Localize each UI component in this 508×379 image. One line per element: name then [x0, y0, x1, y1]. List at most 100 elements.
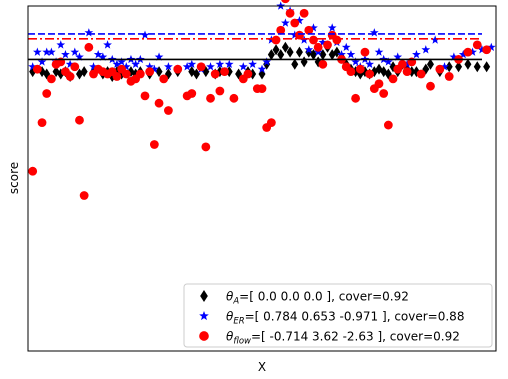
- series-2-point: [196, 62, 206, 72]
- series-2-point: [318, 59, 328, 69]
- series-1-point: [421, 45, 431, 54]
- series-1-point: [149, 64, 159, 73]
- series-0-point: [267, 49, 275, 61]
- series-1-point: [117, 57, 126, 66]
- series-1-point: [449, 52, 459, 61]
- series-2-point: [201, 142, 211, 152]
- series-1-point: [164, 62, 173, 71]
- series-1-point: [468, 47, 477, 56]
- series-0-point: [473, 61, 481, 73]
- series-1-point: [477, 45, 487, 54]
- series-1-point: [28, 62, 38, 71]
- series-2-point: [145, 67, 155, 76]
- series-2-point: [173, 64, 183, 74]
- series-1-point: [84, 28, 94, 37]
- series-0-point: [445, 61, 453, 73]
- series-2-point: [365, 69, 375, 79]
- legend-marker-1: [199, 310, 209, 321]
- series-1-point: [486, 42, 496, 52]
- series-0-point: [426, 58, 434, 70]
- series-1-point: [65, 59, 75, 69]
- series-2-point: [435, 64, 445, 74]
- series-1-point: [131, 59, 141, 69]
- series-2-point: [229, 93, 239, 103]
- series-1-point: [145, 62, 155, 71]
- legend-marker-0: [200, 289, 208, 303]
- series-2-point: [257, 84, 267, 94]
- series-1-point: [98, 52, 108, 61]
- series-2-point: [210, 69, 220, 79]
- series-1-point: [215, 59, 225, 69]
- series-2-point: [187, 89, 197, 98]
- x-axis-label: X: [258, 360, 266, 374]
- series-1-point: [402, 59, 412, 69]
- series-1-point: [374, 47, 384, 56]
- series-1-point: [37, 57, 47, 66]
- series-1-point: [309, 23, 318, 32]
- series-0-point: [272, 44, 280, 56]
- series-1-point: [346, 49, 356, 59]
- series-1-point: [61, 49, 70, 59]
- series-1-point: [412, 49, 421, 59]
- series-2-point: [70, 62, 80, 72]
- series-1-point: [89, 62, 98, 71]
- series-1-point: [42, 47, 52, 56]
- series-1-point: [187, 59, 197, 69]
- series-0-point: [455, 61, 463, 73]
- series-1-point: [262, 57, 272, 66]
- series-1-point: [313, 47, 323, 56]
- series-2-point: [47, 74, 56, 84]
- series-2-point: [84, 42, 94, 52]
- series-2-point: [112, 72, 122, 81]
- series-2-point: [416, 69, 426, 79]
- series-1-point: [103, 40, 112, 49]
- series-2-point: [75, 115, 84, 125]
- series-0-point: [277, 49, 285, 61]
- series-2-point: [140, 91, 150, 101]
- series-2-point: [463, 47, 473, 57]
- series-2-point: [243, 69, 253, 79]
- series-0-point: [57, 68, 65, 80]
- series-1-point: [440, 62, 449, 71]
- legend-label-2: θflow=[ -0.714 3.62 -2.63 ], cover=0.92: [226, 330, 460, 347]
- series-2-point: [154, 98, 164, 108]
- legend-label-0: θA=[ 0.0 0.0 0.0 ], cover=0.92: [226, 290, 409, 307]
- series-0-point: [281, 41, 289, 53]
- series-2-point: [159, 74, 169, 84]
- series-1-point: [47, 47, 56, 56]
- legend: θA=[ 0.0 0.0 0.0 ], cover=0.92 θER=[ 0.78…: [183, 283, 493, 348]
- series-2-point: [65, 72, 75, 81]
- legend-label-1: θER=[ 0.784 0.653 -0.971 ], cover=0.88: [226, 310, 464, 327]
- series-2-point: [398, 59, 407, 69]
- series-2-point: [388, 74, 398, 84]
- series-1-point: [206, 62, 215, 71]
- series-2-point: [28, 166, 38, 176]
- series-2-point: [444, 72, 454, 81]
- series-2-point: [281, 0, 290, 4]
- series-2-point: [482, 45, 492, 55]
- series-2-point: [374, 79, 384, 89]
- series-2-point: [299, 8, 309, 18]
- series-2-point: [472, 40, 482, 50]
- series-2-point: [37, 118, 47, 128]
- series-2-point: [402, 67, 412, 76]
- series-1-point: [70, 47, 80, 56]
- series-2-point: [42, 89, 52, 98]
- series-1-point: [369, 28, 379, 37]
- series-1-point: [351, 57, 360, 66]
- y-axis-label: score: [7, 162, 21, 194]
- series-1-point: [257, 64, 267, 73]
- series-1-point: [383, 57, 393, 66]
- series-0-point: [300, 56, 308, 68]
- series-1-point: [32, 47, 42, 56]
- series-2-point: [313, 42, 323, 52]
- series-1-point: [93, 49, 103, 59]
- series-1-point: [224, 59, 234, 69]
- series-2-point: [285, 8, 295, 18]
- series-2-point: [135, 69, 145, 79]
- series-1-point: [365, 59, 375, 69]
- plot-frame: [27, 5, 497, 352]
- series-2-point: [149, 140, 159, 149]
- series-1-point: [458, 49, 468, 59]
- series-2-point: [215, 86, 225, 96]
